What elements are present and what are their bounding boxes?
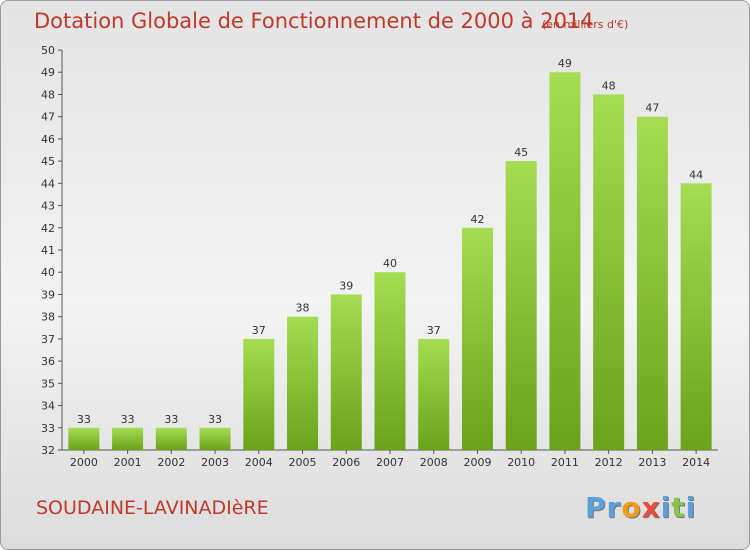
y-tick-label: 44 <box>41 177 55 190</box>
y-tick-label: 42 <box>41 222 55 235</box>
bar <box>418 338 450 450</box>
y-tick-label: 35 <box>41 377 55 390</box>
bar-value-label: 33 <box>164 413 178 426</box>
logo-letter: i <box>685 491 697 524</box>
bar-value-label: 33 <box>121 413 135 426</box>
y-tick-label: 40 <box>41 266 55 279</box>
y-tick-label: 41 <box>41 244 55 257</box>
bar <box>68 427 100 450</box>
unit-note: (en milliers d'€) <box>542 18 629 31</box>
y-tick-label: 37 <box>41 333 55 346</box>
bar-value-label: 42 <box>470 213 484 226</box>
x-tick-label: 2006 <box>332 456 360 469</box>
y-tick-label: 43 <box>41 200 55 213</box>
x-tick-label: 2002 <box>157 456 185 469</box>
bar <box>461 227 493 450</box>
bar <box>287 316 319 450</box>
logo-letter: o <box>621 491 642 524</box>
bar-value-label: 37 <box>427 324 441 337</box>
bar-value-label: 45 <box>514 146 528 159</box>
commune-name: SOUDAINE-LAVINADIèRE <box>36 497 269 519</box>
x-tick-label: 2007 <box>376 456 404 469</box>
y-tick-label: 48 <box>41 88 55 101</box>
proxiti-logo: Proxiti <box>585 491 696 524</box>
bar-value-label: 33 <box>77 413 91 426</box>
bar <box>374 272 406 450</box>
chart-axes: 32 33 34 35 36 37 38 39 40 41 42 43 44 45 46 47 48 49 50 20… <box>41 44 718 469</box>
y-tick-label: 46 <box>41 133 55 146</box>
x-tick-label: 2008 <box>420 456 448 469</box>
y-tick-label: 36 <box>41 355 55 368</box>
bar-value-label: 47 <box>645 102 659 115</box>
y-tick-label: 45 <box>41 155 55 168</box>
y-tick-label: 47 <box>41 111 55 124</box>
logo-letter: t <box>671 491 686 524</box>
bar-value-label: 40 <box>383 257 397 270</box>
logo-letter: P <box>585 491 607 524</box>
x-tick-label: 2013 <box>638 456 666 469</box>
bar <box>112 427 144 450</box>
bar <box>593 94 625 450</box>
x-tick-label: 2011 <box>551 456 579 469</box>
bar <box>680 183 712 451</box>
logo-letter: r <box>606 491 622 524</box>
x-tick-label: 2005 <box>289 456 317 469</box>
y-tick-label: 39 <box>41 288 55 301</box>
chart-title: Dotation Globale de Fonctionnement de 20… <box>34 9 594 33</box>
x-tick-label: 2001 <box>114 456 142 469</box>
x-tick-label: 2000 <box>70 456 98 469</box>
x-tick-label: 2003 <box>201 456 229 469</box>
bar <box>636 116 668 451</box>
y-tick-label: 34 <box>41 400 55 413</box>
bar-value-label: 37 <box>252 324 266 337</box>
x-tick-label: 2004 <box>245 456 273 469</box>
logo-letter: x <box>641 491 661 524</box>
bar <box>155 427 187 450</box>
bar <box>505 161 537 450</box>
y-tick-label: 50 <box>41 44 55 57</box>
y-tick-label: 32 <box>41 444 55 457</box>
y-tick-label: 49 <box>41 66 55 79</box>
bar-value-label: 44 <box>689 168 703 181</box>
x-tick-label: 2014 <box>682 456 710 469</box>
bar-value-label: 49 <box>558 57 572 70</box>
y-tick-label: 33 <box>41 422 55 435</box>
bar <box>199 427 231 450</box>
x-tick-label: 2012 <box>595 456 623 469</box>
bar <box>330 294 362 450</box>
bar <box>549 72 581 450</box>
bar-value-label: 39 <box>339 279 353 292</box>
bar-value-label: 33 <box>208 413 222 426</box>
bars-group: 33 33 33 33 37 38 39 40 37 42 45 49 48 47 44 <box>68 57 712 451</box>
bar-value-label: 38 <box>296 302 310 315</box>
x-tick-label: 2009 <box>463 456 491 469</box>
y-tick-label: 38 <box>41 311 55 324</box>
logo-letter: i <box>660 491 672 524</box>
bar <box>243 338 275 450</box>
bar-value-label: 48 <box>602 79 616 92</box>
x-tick-label: 2010 <box>507 456 535 469</box>
